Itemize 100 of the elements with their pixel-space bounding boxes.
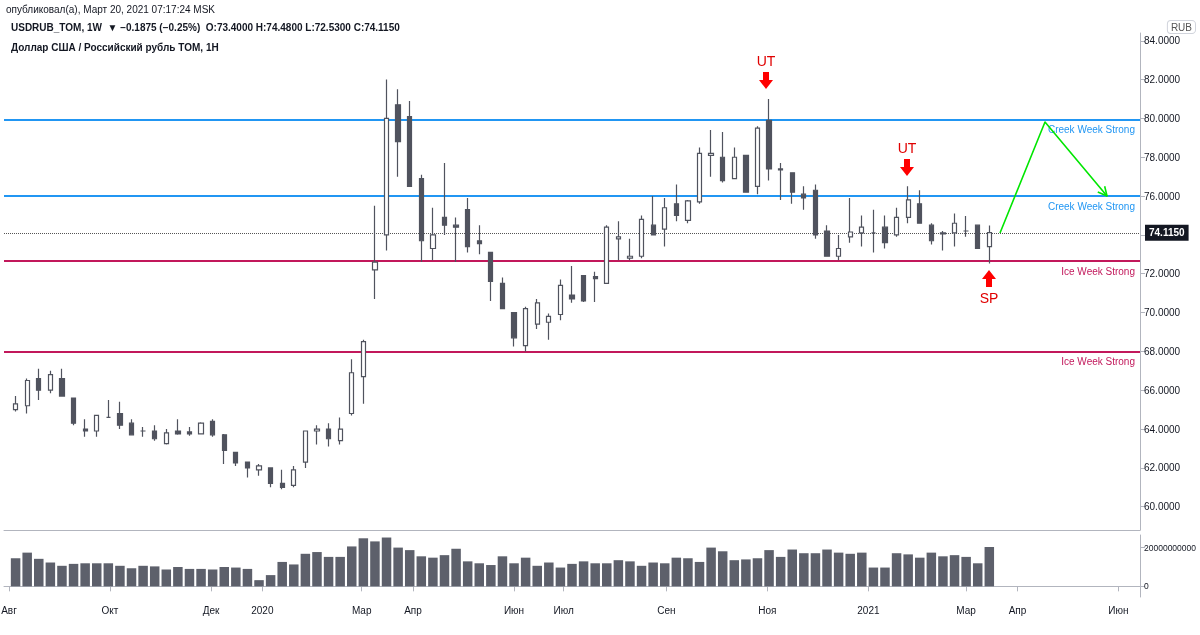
- candlestick: [255, 463, 263, 477]
- bar: [729, 560, 740, 587]
- x-tick-label: Ноя: [758, 604, 777, 616]
- bar: [393, 547, 403, 587]
- bar: [486, 565, 496, 587]
- annotation: SP: [979, 290, 999, 306]
- bar: [741, 559, 751, 587]
- x-tick-label: Апр: [404, 604, 423, 616]
- candlestick: [684, 199, 692, 224]
- bar: [161, 569, 172, 587]
- ref-line-label: Ice Week Strong: [1061, 265, 1135, 277]
- candlestick: [105, 399, 112, 418]
- bar: [799, 553, 809, 587]
- candlestick: [24, 377, 31, 415]
- bar: [636, 565, 647, 587]
- bar: [439, 555, 450, 587]
- candlestick: [313, 424, 321, 446]
- candlestick: [789, 172, 796, 205]
- bar: [659, 563, 670, 587]
- candlestick: [302, 430, 309, 469]
- bar: [300, 553, 311, 587]
- bar: [138, 565, 148, 587]
- bar: [358, 538, 369, 587]
- bar: [868, 567, 879, 587]
- candlestick: [221, 433, 228, 465]
- bar: [289, 564, 299, 587]
- candlestick: [47, 370, 54, 394]
- x-tick-label: Июл: [553, 604, 575, 616]
- candlestick: [35, 368, 42, 401]
- x-tick-label: Авг: [1, 604, 18, 616]
- candlestick: [209, 418, 216, 438]
- bar: [578, 561, 589, 587]
- x-tick-label: Дек: [202, 604, 220, 616]
- x-tick-label: Июн: [1108, 604, 1129, 616]
- candlestick: [557, 278, 564, 321]
- candlestick: [93, 414, 100, 438]
- bar: [149, 566, 160, 587]
- bar: [416, 556, 427, 587]
- candlestick: [592, 271, 599, 303]
- ref-line-label: Creek Week Strong: [1047, 200, 1135, 212]
- x-tick-label: Окт: [101, 604, 119, 616]
- bar: [207, 569, 218, 587]
- text: опубликовал(а), Март 20, 2021 07:17:24 MSK: [6, 3, 216, 15]
- x-tick-label: Апр: [1008, 604, 1027, 616]
- bar: [926, 552, 937, 587]
- bar: [775, 556, 786, 587]
- bar: [254, 580, 264, 587]
- bar: [103, 563, 114, 587]
- y-tick-label: 76.0000: [1144, 190, 1181, 202]
- x-tick-label: Сен: [657, 604, 676, 616]
- bar: [787, 549, 797, 587]
- bar: [335, 556, 345, 587]
- bar: [961, 556, 971, 587]
- candlestick: [626, 238, 634, 261]
- bar: [648, 562, 658, 587]
- candlestick: [534, 298, 541, 330]
- bar: [45, 562, 56, 587]
- candlestick: [232, 451, 239, 467]
- candlestick: [719, 131, 726, 184]
- text: RUB: [1170, 21, 1193, 33]
- bar: [381, 537, 392, 587]
- bar: [949, 555, 960, 587]
- bar: [323, 556, 334, 587]
- bar: [231, 567, 241, 587]
- candlestick: [151, 424, 158, 442]
- candlestick: [139, 426, 147, 438]
- bar: [219, 566, 229, 587]
- bar: [428, 557, 438, 587]
- candlestick: [696, 146, 703, 205]
- bar: [613, 560, 624, 587]
- bar: [717, 551, 728, 587]
- y-tick-label: 80.0000: [1144, 112, 1181, 124]
- bar: [347, 546, 357, 587]
- candlestick: [916, 189, 923, 224]
- bar: [822, 549, 832, 587]
- bar: [462, 561, 473, 587]
- bar: [184, 568, 195, 587]
- bar: [555, 567, 566, 587]
- y-tick-label: 82.0000: [1144, 74, 1181, 86]
- candlestick: [174, 418, 182, 436]
- candlestick: [58, 368, 66, 397]
- candlestick: [731, 146, 738, 180]
- y-tick-label: 68.0000: [1144, 345, 1181, 357]
- candlestick: [163, 428, 170, 446]
- bar: [57, 565, 67, 587]
- candlestick: [128, 418, 135, 436]
- bar: [242, 568, 253, 587]
- bar: [265, 575, 276, 587]
- bar: [520, 557, 531, 587]
- candlestick: [510, 311, 518, 348]
- bar: [34, 558, 44, 587]
- bar: [833, 552, 844, 587]
- bar: [567, 563, 577, 587]
- candlestick: [279, 469, 286, 490]
- bar: [984, 547, 995, 587]
- candlestick: [12, 395, 19, 413]
- candlestick: [800, 185, 807, 211]
- y-tick-label: 72.0000: [1144, 268, 1181, 280]
- y-tick-label: 66.0000: [1144, 384, 1181, 396]
- x-tick-label: 2020: [251, 604, 274, 616]
